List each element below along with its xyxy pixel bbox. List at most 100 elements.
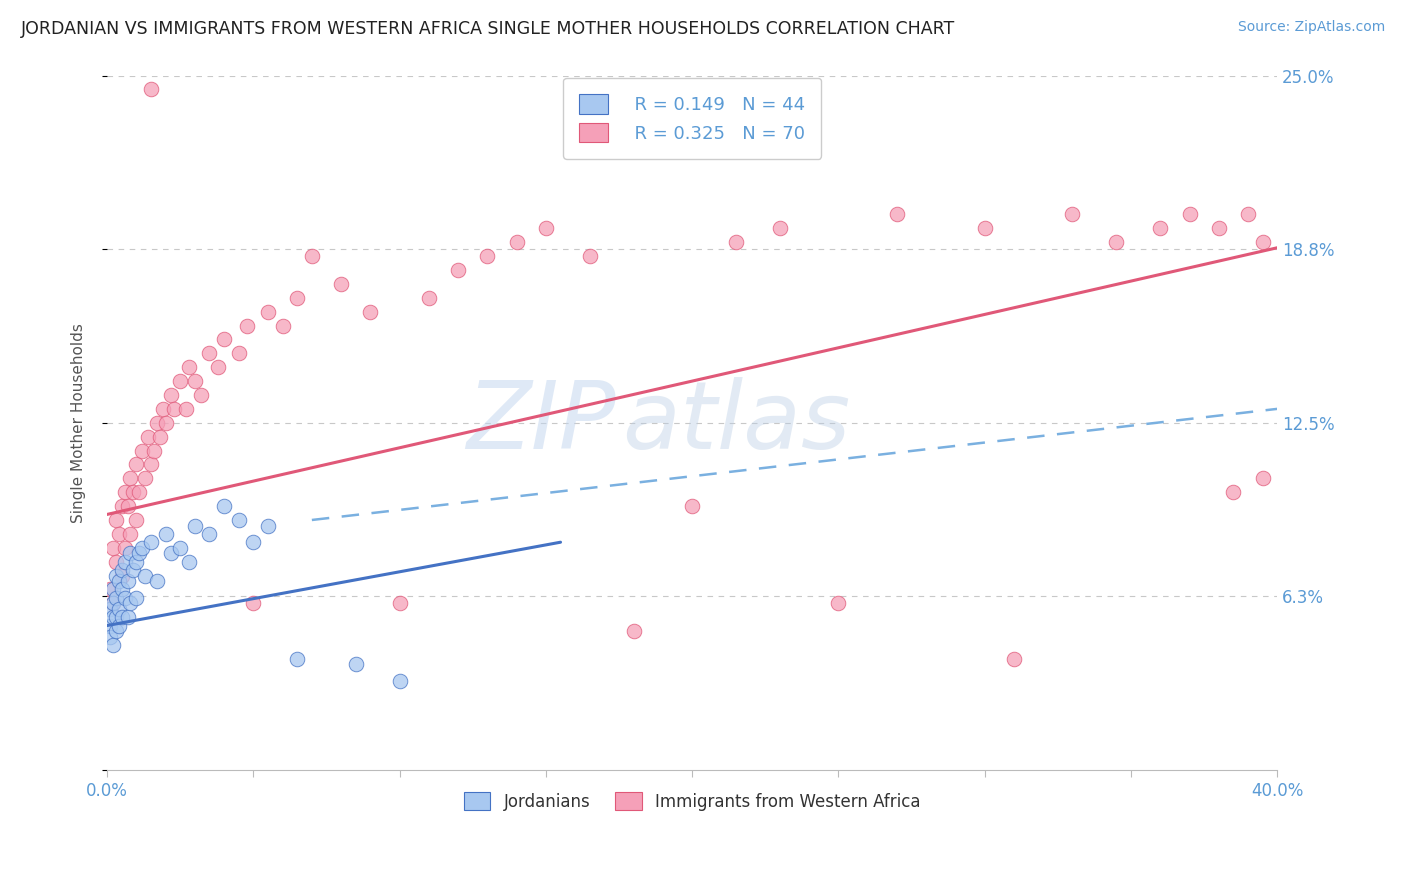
- Point: [190, 388, 212, 402]
- Point: [242, 596, 264, 610]
- Text: ZIP: ZIP: [467, 377, 616, 468]
- Point: [177, 360, 200, 375]
- Point: [578, 249, 600, 263]
- Point: [117, 610, 139, 624]
- Point: [886, 207, 908, 221]
- Point: [359, 304, 381, 318]
- Point: [131, 541, 153, 555]
- Point: [236, 318, 259, 333]
- Point: [139, 535, 162, 549]
- Text: Source: ZipAtlas.com: Source: ZipAtlas.com: [1237, 20, 1385, 34]
- Point: [1149, 221, 1171, 235]
- Point: [122, 563, 145, 577]
- Point: [1178, 207, 1201, 221]
- Point: [128, 485, 150, 500]
- Point: [212, 499, 235, 513]
- Point: [198, 346, 221, 360]
- Point: [330, 277, 353, 291]
- Y-axis label: Single Mother Households: Single Mother Households: [72, 323, 86, 523]
- Point: [505, 235, 527, 250]
- Point: [125, 513, 148, 527]
- Point: [149, 430, 172, 444]
- Point: [1062, 207, 1084, 221]
- Point: [98, 582, 121, 597]
- Legend: Jordanians, Immigrants from Western Africa: Jordanians, Immigrants from Western Afri…: [450, 779, 934, 824]
- Point: [184, 518, 207, 533]
- Point: [120, 596, 142, 610]
- Point: [136, 430, 159, 444]
- Point: [477, 249, 499, 263]
- Point: [101, 582, 124, 597]
- Point: [534, 221, 557, 235]
- Point: [107, 602, 129, 616]
- Point: [344, 657, 367, 672]
- Point: [198, 527, 221, 541]
- Point: [98, 618, 121, 632]
- Point: [114, 485, 136, 500]
- Point: [128, 546, 150, 560]
- Point: [104, 555, 127, 569]
- Point: [120, 527, 142, 541]
- Point: [1251, 235, 1274, 250]
- Point: [228, 513, 250, 527]
- Point: [1002, 652, 1025, 666]
- Point: [139, 82, 162, 96]
- Point: [388, 674, 411, 689]
- Point: [111, 582, 134, 597]
- Point: [98, 602, 121, 616]
- Point: [125, 591, 148, 605]
- Point: [1222, 485, 1244, 500]
- Point: [169, 374, 191, 388]
- Point: [111, 568, 134, 582]
- Point: [827, 596, 849, 610]
- Point: [285, 652, 308, 666]
- Point: [146, 574, 169, 588]
- Point: [769, 221, 792, 235]
- Point: [117, 574, 139, 588]
- Point: [160, 546, 183, 560]
- Point: [1105, 235, 1128, 250]
- Point: [623, 624, 645, 639]
- Point: [125, 555, 148, 569]
- Point: [104, 568, 127, 582]
- Point: [207, 360, 229, 375]
- Point: [111, 610, 134, 624]
- Point: [107, 574, 129, 588]
- Point: [155, 416, 177, 430]
- Point: [973, 221, 995, 235]
- Point: [184, 374, 207, 388]
- Point: [120, 471, 142, 485]
- Point: [131, 443, 153, 458]
- Point: [104, 591, 127, 605]
- Point: [98, 630, 121, 644]
- Point: [169, 541, 191, 555]
- Point: [447, 263, 470, 277]
- Point: [134, 471, 156, 485]
- Point: [1237, 207, 1260, 221]
- Text: atlas: atlas: [621, 377, 851, 468]
- Point: [101, 596, 124, 610]
- Point: [120, 546, 142, 560]
- Point: [155, 527, 177, 541]
- Point: [152, 401, 174, 416]
- Point: [301, 249, 323, 263]
- Point: [257, 304, 280, 318]
- Point: [681, 499, 703, 513]
- Point: [177, 555, 200, 569]
- Point: [101, 541, 124, 555]
- Text: JORDANIAN VS IMMIGRANTS FROM WESTERN AFRICA SINGLE MOTHER HOUSEHOLDS CORRELATION: JORDANIAN VS IMMIGRANTS FROM WESTERN AFR…: [21, 20, 955, 37]
- Point: [104, 610, 127, 624]
- Point: [107, 618, 129, 632]
- Point: [242, 535, 264, 549]
- Point: [107, 527, 129, 541]
- Point: [418, 291, 440, 305]
- Point: [104, 624, 127, 639]
- Point: [114, 541, 136, 555]
- Point: [125, 458, 148, 472]
- Point: [101, 610, 124, 624]
- Point: [257, 518, 280, 533]
- Point: [117, 499, 139, 513]
- Point: [146, 416, 169, 430]
- Point: [142, 443, 165, 458]
- Point: [111, 499, 134, 513]
